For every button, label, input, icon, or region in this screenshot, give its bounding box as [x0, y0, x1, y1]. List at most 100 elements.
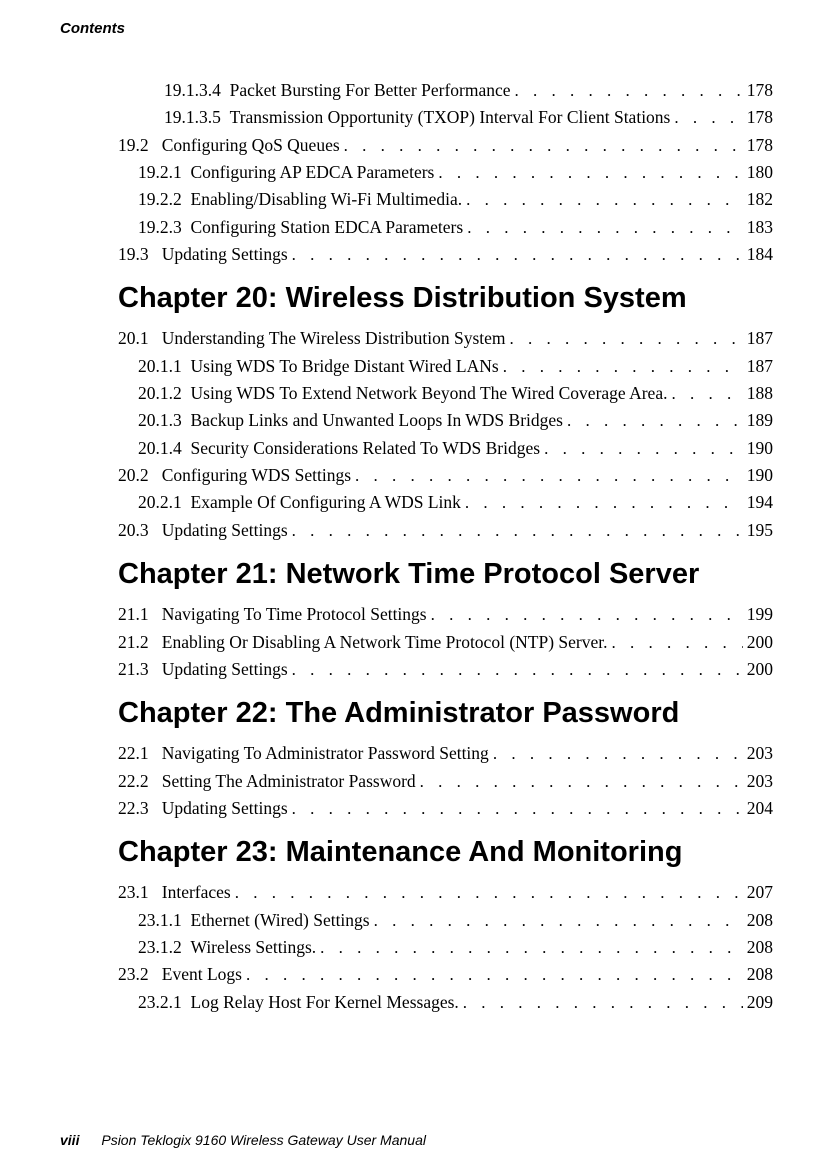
toc-entry: 19.2.1 Configuring AP EDCA Parameters 180 — [118, 159, 773, 186]
toc-block-3: 21.1 Navigating To Time Protocol Setting… — [118, 601, 773, 683]
toc-number: 19.2.1 — [138, 159, 191, 186]
toc-page-number: 200 — [743, 656, 773, 683]
toc-number: 23.2.1 — [138, 989, 191, 1016]
toc-entry: 22.3 Updating Settings204 — [118, 795, 773, 822]
toc-entry: 23.1.2 Wireless Settings.208 — [118, 934, 773, 961]
toc-leader-dots — [515, 78, 743, 104]
toc-leader-dots — [355, 463, 743, 489]
toc-entry: 19.3 Updating Settings184 — [118, 241, 773, 268]
toc-page-number: 208 — [743, 961, 773, 988]
toc-title: Enabling/Disabling Wi-Fi Multimedia. — [191, 186, 467, 213]
toc-title: Using WDS To Extend Network Beyond The W… — [191, 380, 672, 407]
toc-title: Security Considerations Related To WDS B… — [191, 435, 545, 462]
toc-leader-dots — [493, 741, 743, 767]
toc-title: Transmission Opportunity (TXOP) Interval… — [230, 104, 675, 131]
toc-page-number: 199 — [743, 601, 773, 628]
toc-page-number: 188 — [743, 380, 773, 407]
toc-entry: 22.2 Setting The Administrator Password2… — [118, 768, 773, 795]
toc-title: Interfaces — [162, 879, 235, 906]
toc-number: 23.1.1 — [138, 907, 191, 934]
toc-leader-dots — [246, 962, 743, 988]
toc-leader-dots — [292, 242, 743, 268]
toc-title: Configuring WDS Settings — [162, 462, 355, 489]
toc-page-number: 182 — [743, 186, 773, 213]
toc-title: Navigating To Time Protocol Settings — [162, 601, 431, 628]
toc-title: Event Logs — [162, 961, 246, 988]
chapter-21-heading: Chapter 21: Network Time Protocol Server — [118, 558, 773, 591]
toc-title: Understanding The Wireless Distribution … — [162, 325, 510, 352]
toc-leader-dots — [420, 769, 743, 795]
toc-title: Backup Links and Unwanted Loops In WDS B… — [191, 407, 567, 434]
toc-number: 19.1.3.4 — [164, 77, 230, 104]
toc-leader-dots — [292, 796, 743, 822]
toc-title: Configuring QoS Queues — [162, 132, 344, 159]
toc-number: 23.1.2 — [138, 934, 191, 961]
toc-title: Log Relay Host For Kernel Messages. — [191, 989, 463, 1016]
toc-page-number: 183 — [743, 214, 773, 241]
chapter-22-heading: Chapter 22: The Administrator Password — [118, 697, 773, 730]
toc-entry: 23.2 Event Logs208 — [118, 961, 773, 988]
toc-entry: 19.2.3 Configuring Station EDCA Paramete… — [118, 214, 773, 241]
toc-number: 20.2.1 — [138, 489, 191, 516]
toc-leader-dots — [431, 602, 743, 628]
toc-page-number: 203 — [743, 768, 773, 795]
toc-leader-dots — [292, 657, 743, 683]
toc-leader-dots — [374, 908, 743, 934]
toc-title: Example Of Configuring A WDS Link — [191, 489, 465, 516]
toc-block-4: 22.1 Navigating To Administrator Passwor… — [118, 740, 773, 822]
toc-number: 22.1 — [118, 740, 162, 767]
toc-leader-dots — [463, 990, 743, 1016]
toc-title: Enabling Or Disabling A Network Time Pro… — [162, 629, 612, 656]
toc-page-number: 178 — [743, 77, 773, 104]
toc-number: 20.1.1 — [138, 353, 191, 380]
toc-leader-dots — [567, 408, 743, 434]
toc-block-5: 23.1 Interfaces20723.1.1 Ethernet (Wired… — [118, 879, 773, 1016]
chapter-20-heading: Chapter 20: Wireless Distribution System — [118, 282, 773, 315]
toc-page-number: 190 — [743, 462, 773, 489]
toc-title: Using WDS To Bridge Distant Wired LANs — [191, 353, 503, 380]
toc-page-number: 178 — [743, 104, 773, 131]
toc-entry: 20.1.3 Backup Links and Unwanted Loops I… — [118, 407, 773, 434]
toc-page-number: 208 — [743, 934, 773, 961]
toc-page-number: 187 — [743, 325, 773, 352]
running-header: Contents — [60, 20, 773, 37]
toc-leader-dots — [344, 133, 743, 159]
toc-number: 20.1 — [118, 325, 162, 352]
toc-number: 19.2.3 — [138, 214, 191, 241]
toc-entry: 22.1 Navigating To Administrator Passwor… — [118, 740, 773, 767]
toc-page-number: 203 — [743, 740, 773, 767]
toc-number: 20.3 — [118, 517, 162, 544]
toc-number: 20.1.2 — [138, 380, 191, 407]
toc-title: Updating Settings — [162, 656, 292, 683]
toc-leader-dots — [465, 490, 743, 516]
toc-entry: 20.1.2 Using WDS To Extend Network Beyon… — [118, 380, 773, 407]
toc-leader-dots — [544, 436, 743, 462]
toc-page-number: 180 — [743, 159, 773, 186]
toc-page-number: 200 — [743, 629, 773, 656]
toc-number: 21.1 — [118, 601, 162, 628]
toc-block-1: 19.1.3.4 Packet Bursting For Better Perf… — [118, 77, 773, 268]
toc-leader-dots — [671, 381, 742, 407]
toc-page-number: 178 — [743, 132, 773, 159]
toc-entry: 20.2 Configuring WDS Settings 190 — [118, 462, 773, 489]
toc-number: 22.2 — [118, 768, 162, 795]
toc-leader-dots — [466, 187, 743, 213]
page-footer: viii Psion Teklogix 9160 Wireless Gatewa… — [60, 1132, 426, 1148]
toc-entry: 23.1.1 Ethernet (Wired) Settings208 — [118, 907, 773, 934]
toc-title: Updating Settings — [162, 517, 292, 544]
toc-number: 21.3 — [118, 656, 162, 683]
toc-number: 20.2 — [118, 462, 162, 489]
toc-page-number: 209 — [743, 989, 773, 1016]
toc-entry: 23.1 Interfaces207 — [118, 879, 773, 906]
toc-number: 21.2 — [118, 629, 162, 656]
toc-title: Updating Settings — [162, 241, 292, 268]
toc-entry: 19.2 Configuring QoS Queues178 — [118, 132, 773, 159]
toc-title: Packet Bursting For Better Performance — [230, 77, 515, 104]
toc-content: 19.1.3.4 Packet Bursting For Better Perf… — [118, 77, 773, 1016]
toc-number: 19.1.3.5 — [164, 104, 230, 131]
toc-number: 23.1 — [118, 879, 162, 906]
toc-leader-dots — [510, 326, 743, 352]
toc-entry: 23.2.1 Log Relay Host For Kernel Message… — [118, 989, 773, 1016]
toc-title: Configuring AP EDCA Parameters — [191, 159, 439, 186]
toc-number: 22.3 — [118, 795, 162, 822]
